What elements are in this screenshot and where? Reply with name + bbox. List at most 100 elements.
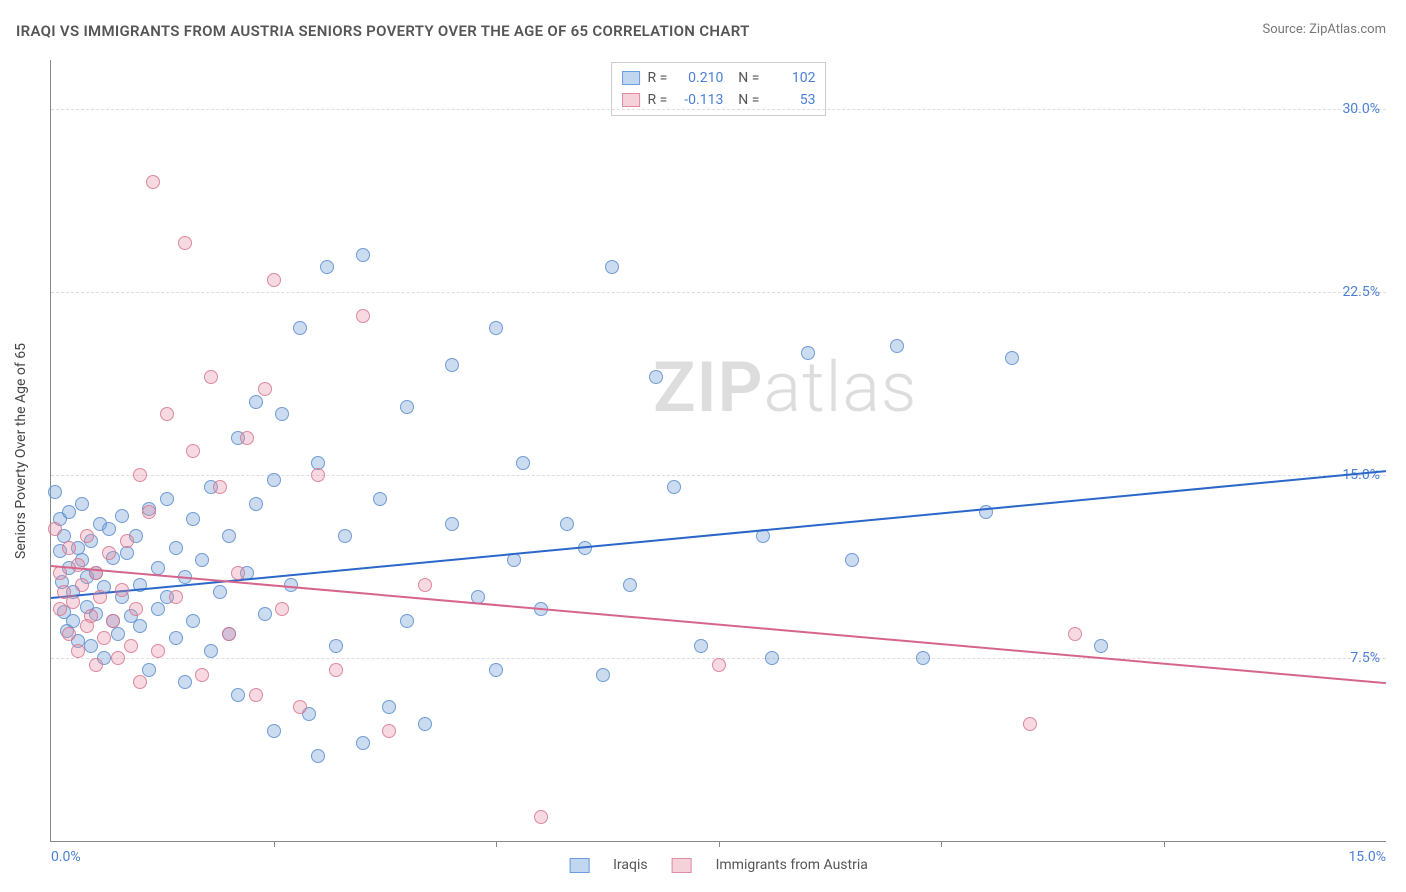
- x-minor-tick: [274, 841, 275, 847]
- data-point-iraqis: [169, 541, 183, 555]
- data-point-austria: [142, 505, 156, 519]
- data-point-iraqis: [801, 346, 815, 360]
- legend-swatch-austria: [672, 858, 692, 873]
- data-point-austria: [71, 644, 85, 658]
- data-point-iraqis: [249, 497, 263, 511]
- x-tick-max: 15.0%: [1348, 849, 1386, 865]
- data-point-austria: [258, 382, 272, 396]
- gridline: [51, 109, 1386, 110]
- data-point-iraqis: [186, 614, 200, 628]
- source-label: Source: ZipAtlas.com: [1262, 22, 1386, 37]
- data-point-iraqis: [320, 260, 334, 274]
- data-point-austria: [178, 236, 192, 250]
- data-point-iraqis: [204, 644, 218, 658]
- data-point-iraqis: [338, 529, 352, 543]
- data-point-iraqis: [694, 639, 708, 653]
- data-point-iraqis: [418, 717, 432, 731]
- data-point-iraqis: [400, 614, 414, 628]
- y-tick: 30.0%: [1342, 101, 1380, 117]
- data-point-iraqis: [311, 749, 325, 763]
- data-point-iraqis: [169, 631, 183, 645]
- series-legend: Iraqis Immigrants from Austria: [569, 857, 868, 873]
- data-point-austria: [66, 595, 80, 609]
- data-point-austria: [120, 534, 134, 548]
- data-point-iraqis: [489, 321, 503, 335]
- gridline: [51, 292, 1386, 293]
- data-point-austria: [204, 370, 218, 384]
- data-point-austria: [356, 309, 370, 323]
- x-tick-min: 0.0%: [51, 849, 81, 865]
- data-point-iraqis: [845, 553, 859, 567]
- data-point-austria: [75, 578, 89, 592]
- data-point-iraqis: [489, 663, 503, 677]
- data-point-austria: [311, 468, 325, 482]
- data-point-austria: [89, 658, 103, 672]
- x-minor-tick: [496, 841, 497, 847]
- stats-row-austria: R =-0.113 N =53: [622, 89, 816, 111]
- data-point-iraqis: [916, 651, 930, 665]
- data-point-iraqis: [151, 602, 165, 616]
- data-point-iraqis: [596, 668, 610, 682]
- data-point-iraqis: [890, 339, 904, 353]
- data-point-iraqis: [382, 700, 396, 714]
- data-point-iraqis: [560, 517, 574, 531]
- data-point-iraqis: [605, 260, 619, 274]
- scatter-plot: ZIPatlas Seniors Poverty Over the Age of…: [50, 60, 1386, 842]
- stats-row-iraqis: R =0.210 N =102: [622, 67, 816, 89]
- y-tick: 22.5%: [1342, 284, 1380, 300]
- data-point-iraqis: [1094, 639, 1108, 653]
- data-point-iraqis: [373, 492, 387, 506]
- data-point-austria: [275, 602, 289, 616]
- data-point-iraqis: [84, 639, 98, 653]
- data-point-austria: [151, 644, 165, 658]
- data-point-austria: [48, 522, 62, 536]
- data-point-iraqis: [186, 512, 200, 526]
- swatch-iraqis: [622, 71, 640, 85]
- data-point-austria: [93, 590, 107, 604]
- data-point-austria: [1023, 717, 1037, 731]
- data-point-austria: [712, 658, 726, 672]
- y-tick: 7.5%: [1350, 650, 1380, 666]
- y-axis-label: Seniors Poverty Over the Age of 65: [13, 343, 29, 559]
- data-point-iraqis: [667, 480, 681, 494]
- data-point-iraqis: [445, 358, 459, 372]
- legend-swatch-iraqis: [569, 858, 589, 873]
- data-point-iraqis: [195, 553, 209, 567]
- data-point-iraqis: [249, 395, 263, 409]
- data-point-austria: [249, 688, 263, 702]
- data-point-austria: [169, 590, 183, 604]
- data-point-austria: [133, 675, 147, 689]
- data-point-austria: [106, 614, 120, 628]
- data-point-iraqis: [329, 639, 343, 653]
- data-point-austria: [329, 663, 343, 677]
- data-point-iraqis: [516, 456, 530, 470]
- data-point-iraqis: [160, 492, 174, 506]
- watermark: ZIPatlas: [653, 347, 917, 429]
- data-point-austria: [115, 583, 129, 597]
- data-point-iraqis: [142, 663, 156, 677]
- data-point-austria: [1068, 627, 1082, 641]
- legend-label-austria: Immigrants from Austria: [716, 857, 868, 873]
- data-point-iraqis: [267, 724, 281, 738]
- data-point-austria: [102, 546, 116, 560]
- x-minor-tick: [941, 841, 942, 847]
- data-point-austria: [53, 602, 67, 616]
- data-point-iraqis: [133, 619, 147, 633]
- data-point-iraqis: [178, 675, 192, 689]
- data-point-iraqis: [267, 473, 281, 487]
- data-point-austria: [71, 558, 85, 572]
- data-point-iraqis: [623, 578, 637, 592]
- data-point-austria: [195, 668, 209, 682]
- data-point-austria: [97, 631, 111, 645]
- data-point-iraqis: [75, 497, 89, 511]
- legend-label-iraqis: Iraqis: [613, 857, 647, 873]
- data-point-austria: [267, 273, 281, 287]
- data-point-austria: [80, 529, 94, 543]
- data-point-austria: [231, 566, 245, 580]
- data-point-austria: [62, 627, 76, 641]
- swatch-austria: [622, 93, 640, 107]
- trend-line-iraqis: [51, 470, 1386, 599]
- data-point-austria: [146, 175, 160, 189]
- data-point-austria: [133, 468, 147, 482]
- gridline: [51, 475, 1386, 476]
